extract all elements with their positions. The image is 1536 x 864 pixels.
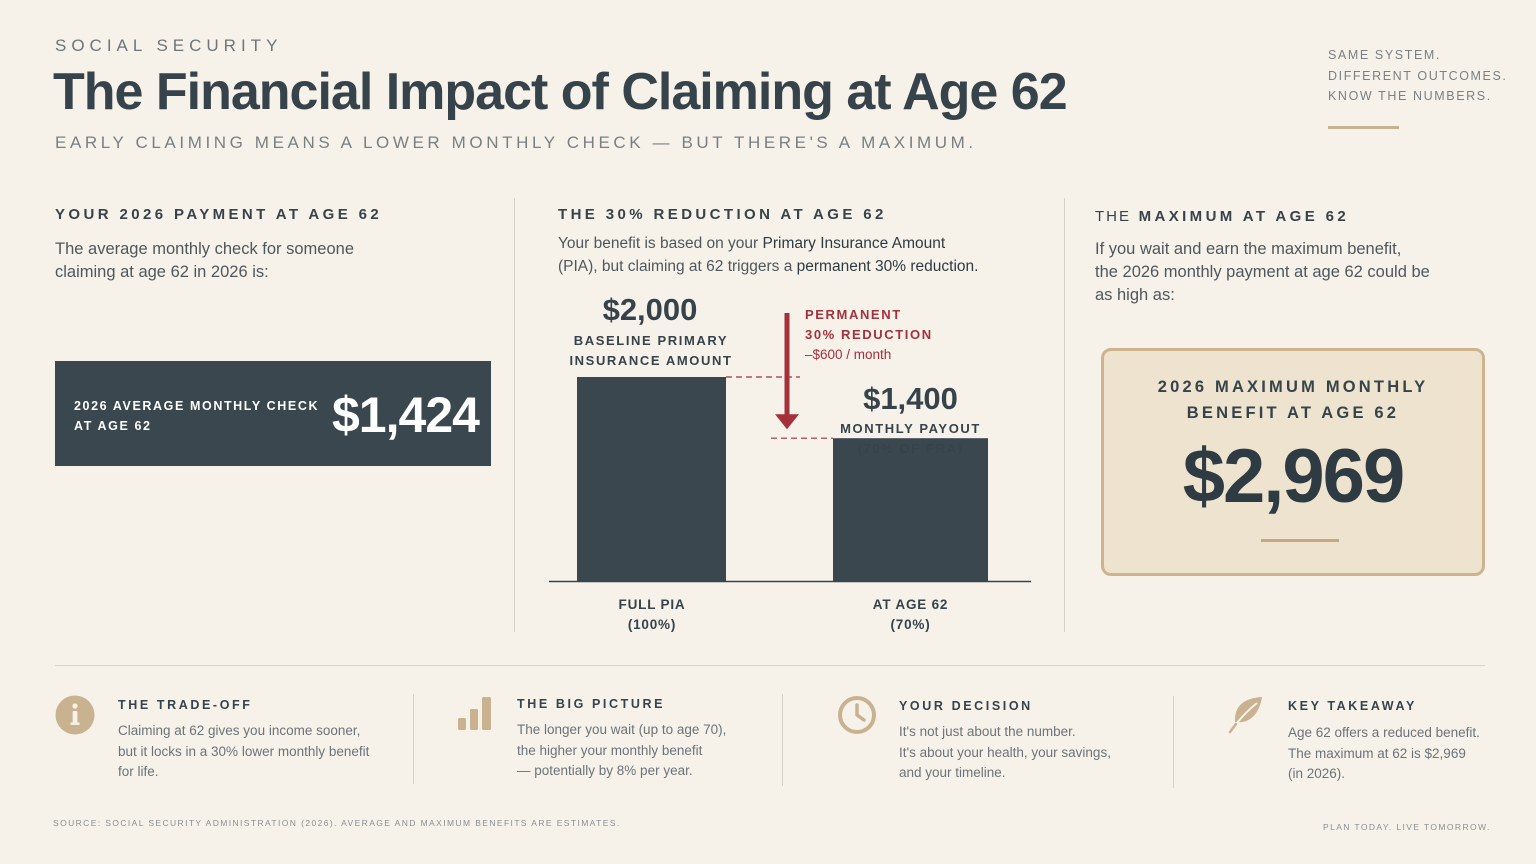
page-subtitle: EARLY CLAIMING MEANS A LOWER MONTHLY CHE… [55, 133, 977, 152]
card-rule [1261, 539, 1339, 542]
footer-divider [782, 694, 783, 786]
average-check-box [55, 361, 491, 466]
middle-body: Your benefit is based on your Primary In… [558, 235, 979, 275]
reduction-amount: –$600 / month [805, 347, 892, 362]
right-heading: THE MAXIMUM AT AGE 62 [1095, 208, 1350, 225]
middle-heading: THE 30% REDUCTION AT AGE 62 [558, 206, 887, 223]
info-icon [55, 695, 95, 735]
tagline-rule [1328, 126, 1399, 129]
maximum-benefit-label: 2026 MAXIMUM MONTHLY BENEFIT AT AGE 62 [1157, 378, 1429, 422]
average-check-label: 2026 AVERAGE MONTHLY CHECK AT AGE 62 [74, 399, 320, 433]
footer-item-body: Age 62 offers a reduced benefit. The max… [1288, 725, 1480, 781]
bar-caption: BASELINE PRIMARY INSURANCE AMOUNT [569, 333, 733, 368]
footer-item-body: Claiming at 62 gives you income sooner, … [118, 723, 370, 779]
clock-icon [838, 696, 876, 734]
reduction-annotation: PERMANENT 30% REDUCTION [805, 307, 933, 342]
bar-chart-icon [458, 697, 491, 730]
x-tick-label: FULL PIA (100%) [618, 597, 686, 632]
bar-caption: MONTHLY PAYOUT (70% OF FRA) [840, 421, 981, 456]
section-divider [55, 665, 1485, 666]
bar-value-label: $1,400 [863, 381, 958, 416]
column-divider [1064, 198, 1065, 632]
page-title: The Financial Impact of Claiming at Age … [53, 63, 1068, 121]
signoff: PLAN TODAY. LIVE TOMORROW. [1323, 822, 1491, 832]
tagline-line: KNOW THE NUMBERS. [1328, 89, 1492, 103]
tagline-line: DIFFERENT OUTCOMES. [1328, 68, 1508, 83]
column-divider [514, 198, 515, 632]
tagline-line: SAME SYSTEM. [1328, 48, 1441, 62]
footer-item-body: The longer you wait (up to age 70), the … [517, 722, 727, 778]
x-tick-label: AT AGE 62 (70%) [872, 597, 949, 632]
left-heading: YOUR 2026 PAYMENT AT AGE 62 [55, 206, 383, 223]
average-check-value: $1,424 [332, 387, 480, 443]
eyebrow: SOCIAL SECURITY [55, 36, 283, 55]
reduction-arrow-head [775, 414, 799, 430]
bar [833, 438, 988, 581]
footer-item-title: KEY TAKEAWAY [1288, 699, 1417, 713]
bar-value-label: $2,000 [602, 292, 698, 327]
footer-item-body: It's not just about the number. It's abo… [899, 724, 1111, 780]
left-body: The average monthly check for someone cl… [55, 240, 354, 281]
footer-item-title: YOUR DECISION [899, 699, 1033, 713]
leaf-icon [1228, 697, 1262, 734]
footer-divider [413, 694, 414, 784]
footer-item-title: THE TRADE-OFF [118, 698, 253, 712]
footer-item-title: THE BIG PICTURE [517, 697, 666, 711]
bar [577, 377, 726, 581]
source-note: SOURCE: SOCIAL SECURITY ADMINISTRATION (… [53, 818, 621, 828]
right-body: If you wait and earn the maximum benefit… [1095, 240, 1430, 304]
tagline: SAME SYSTEM. DIFFERENT OUTCOMES. KNOW TH… [1328, 45, 1507, 107]
maximum-benefit-value: $2,969 [1182, 434, 1405, 519]
footer-divider [1173, 696, 1174, 788]
maximum-benefit-card [1101, 348, 1485, 576]
